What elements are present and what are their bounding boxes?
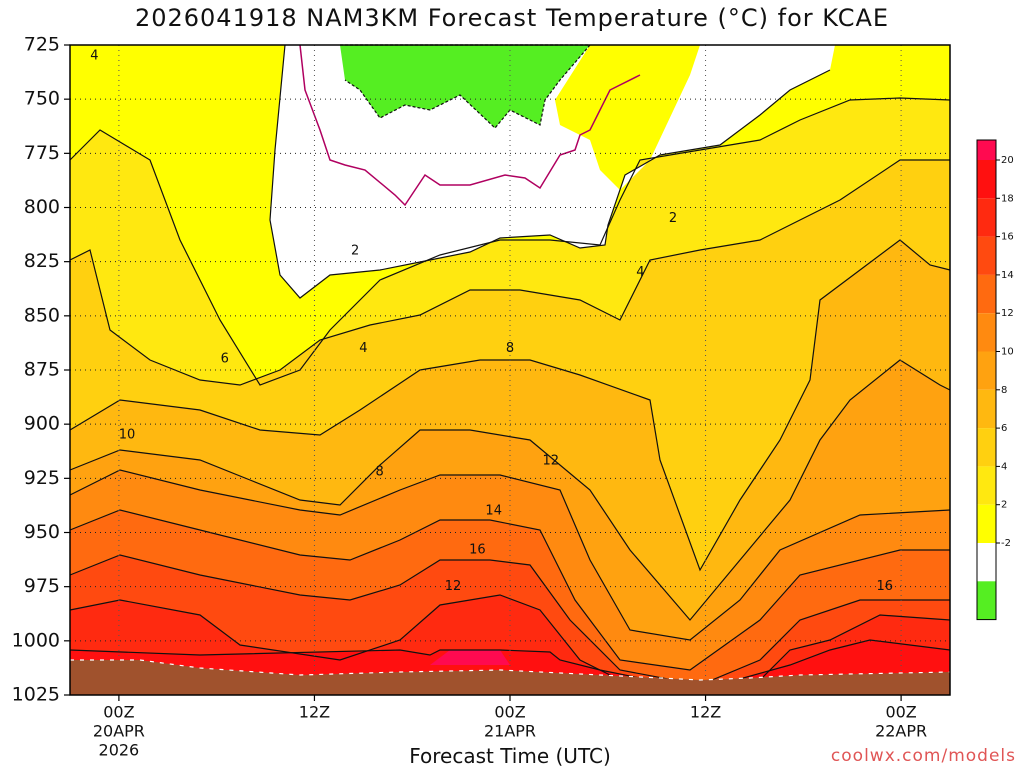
contour-label: 16	[877, 579, 894, 594]
colorbar-swatch	[977, 389, 996, 429]
contour-line	[69, 554, 950, 686]
contour-label: 4	[359, 341, 367, 356]
plot-frame	[69, 44, 951, 696]
y-tick-label: 825	[24, 250, 60, 272]
below-freezing-region	[340, 45, 590, 128]
colorbar-label: 10	[1001, 347, 1014, 358]
colorbar-label: 20	[1001, 155, 1014, 166]
contour-label: 12	[445, 579, 462, 594]
contour-line	[69, 97, 951, 386]
colorbar-swatch	[977, 543, 996, 582]
terrain-fill	[70, 660, 950, 695]
colorbar-label: -2	[1001, 538, 1011, 549]
y-tick-label: 850	[24, 304, 60, 326]
contour-label: 2	[669, 211, 677, 226]
colorbar-swatch	[977, 236, 996, 275]
contour-line	[69, 509, 950, 671]
chart-title: 2026041918 NAM3KM Forecast Temperature (…	[134, 4, 890, 32]
contour-label: 2	[351, 243, 359, 258]
colorbar-label: 12	[1001, 308, 1014, 319]
y-tick-label: 725	[24, 34, 60, 56]
y-tick-label: 800	[24, 196, 60, 218]
contour-label: 12	[542, 454, 559, 469]
contour-label: 4	[636, 265, 644, 280]
x-tick-label: 12Z	[690, 703, 721, 722]
colorbar-label: 18	[1001, 193, 1014, 204]
contour-label: 10	[119, 428, 136, 443]
x-tick-label: 00Z	[494, 703, 525, 722]
y-tick-label: 775	[24, 142, 60, 164]
terrain	[70, 659, 951, 695]
y-tick-label: 950	[24, 521, 60, 543]
x-tick-label: 12Z	[299, 703, 330, 722]
contour-line	[69, 239, 951, 572]
contour-label: 8	[375, 464, 383, 479]
colorbar-swatch	[977, 504, 996, 543]
colorbar-swatch	[977, 428, 996, 467]
below-2c-region	[270, 45, 835, 298]
y-tick-label: 975	[24, 575, 60, 597]
colorbar-label: 6	[1001, 423, 1007, 434]
colorbar-label: 16	[1001, 232, 1014, 243]
colorbar-swatch	[977, 140, 996, 160]
y-tick-label: 900	[24, 413, 60, 435]
y-tick-label: 750	[24, 88, 60, 110]
contour-label: 16	[469, 542, 486, 557]
y-tick-label: 875	[24, 359, 60, 381]
colorbar-swatch	[977, 313, 996, 352]
x-tick-label: 00Z	[885, 703, 916, 722]
colorbar-swatch	[977, 160, 996, 199]
y-axis: 725 750 775 800 825 850 875 900 925 950 975 1000 102…	[12, 34, 70, 706]
y-tick-label: 1025	[12, 684, 60, 706]
contour-line	[69, 594, 951, 691]
contour-line-dashed	[340, 44, 592, 129]
contour-labels: 4 2 2 4 4 6 8 8 10 12 12 14 16 16	[90, 48, 893, 594]
contour-label: 14	[485, 503, 502, 518]
contour-line-2c	[269, 44, 831, 299]
x-axis-label: Forecast Time (UTC)	[409, 744, 611, 768]
colorbar-swatch	[977, 581, 996, 620]
contour-line	[69, 639, 951, 691]
warmest-pocket	[430, 650, 510, 665]
y-tick-label: 1000	[12, 629, 60, 651]
colorbar-label: 8	[1001, 385, 1007, 396]
x-tick-label: 00Z	[103, 703, 134, 722]
contour-label: 8	[506, 341, 514, 356]
contour-line	[69, 469, 951, 641]
x-tick-label: 20APR	[93, 722, 145, 741]
colorbar-swatch	[977, 274, 996, 314]
x-tick-label: 2026	[99, 741, 140, 760]
contour-lines	[69, 44, 951, 691]
zero-degree-line	[299, 44, 641, 207]
surface-line	[70, 659, 951, 681]
colorbar-label: 14	[1001, 270, 1014, 281]
x-tick-label: 22APR	[875, 722, 927, 741]
colorbar-swatch	[977, 198, 996, 237]
colorbar-label: 4	[1001, 461, 1007, 472]
x-tick-label: 21APR	[484, 722, 536, 741]
colorbar-label: 2	[1001, 500, 1007, 511]
contour-label: 6	[221, 352, 229, 367]
colorbar-swatch	[977, 351, 996, 390]
colorbar: 20 18 16 14 12 10 8 6 4 2 -2	[976, 139, 1014, 621]
colorbar-swatch	[977, 466, 996, 505]
y-tick-label: 925	[24, 467, 60, 489]
contour-line	[69, 359, 951, 621]
contour-line	[69, 159, 950, 386]
site-credit: coolwx.com/models	[830, 746, 1016, 766]
contour-label: 4	[90, 48, 98, 63]
grid	[70, 45, 950, 695]
colorbar-frame	[976, 139, 997, 621]
